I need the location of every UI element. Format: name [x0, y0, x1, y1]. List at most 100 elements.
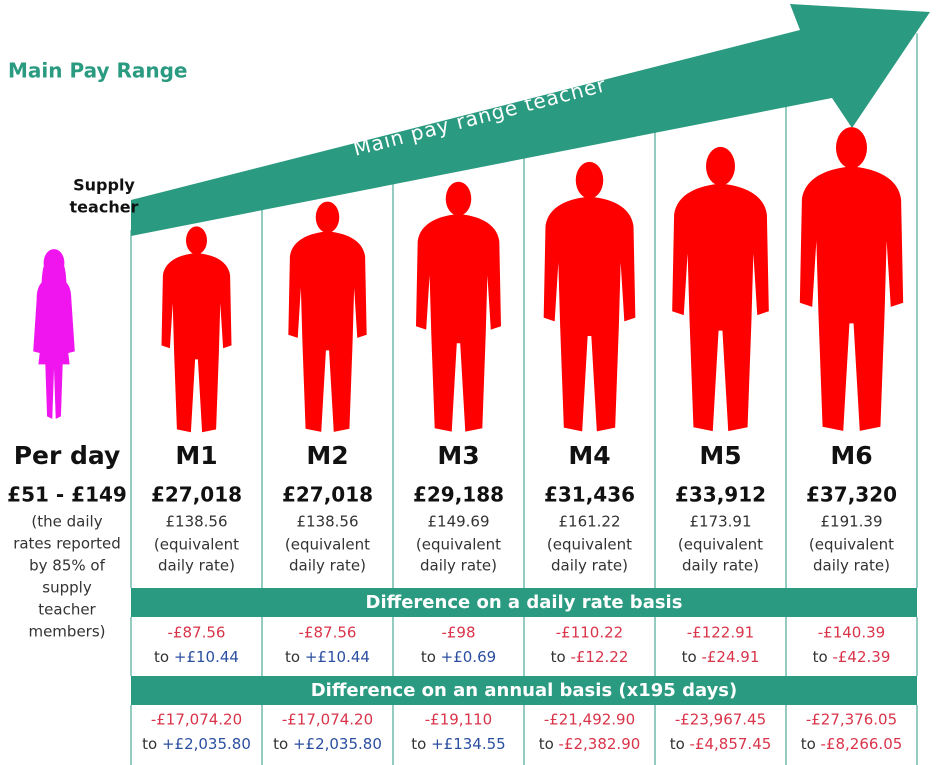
- diff-to-line: to -£4,857.45: [670, 735, 772, 753]
- salary: £27,018: [282, 483, 373, 507]
- daily-rate-note: (equivalent: [809, 536, 894, 554]
- diff-from: -£87.56: [299, 624, 357, 642]
- salary: £37,320: [806, 483, 897, 507]
- salary: £27,018: [151, 483, 242, 507]
- diff-to-line: to +£0.69: [421, 648, 496, 666]
- diff-to-line: to +£2,035.80: [142, 735, 251, 753]
- supply-note: supply: [42, 579, 92, 597]
- diff-to-line: to -£2,382.90: [539, 735, 641, 753]
- grade-label: M4: [568, 441, 610, 470]
- salary: £31,436: [544, 483, 635, 507]
- diff-to-word: to: [285, 648, 300, 666]
- supply-label: Supply: [73, 176, 135, 195]
- daily-rate: £138.56: [165, 513, 227, 531]
- per-day-label: Per day: [14, 441, 121, 470]
- diff-from: -£122.91: [687, 624, 754, 642]
- diff-to: +£0.69: [441, 648, 497, 666]
- title: Main Pay Range: [8, 59, 187, 83]
- diff-from: -£17,074.20: [282, 711, 373, 729]
- grade-label: M2: [306, 441, 348, 470]
- diff-to: +£10.44: [174, 648, 239, 666]
- supply-label: teacher: [70, 198, 139, 217]
- diff-to-line: to +£134.55: [411, 735, 505, 753]
- diff-to: -£24.91: [701, 648, 759, 666]
- grade-label: M1: [175, 441, 217, 470]
- daily-rate-note: daily rate): [813, 557, 890, 575]
- arrow: [131, 4, 930, 236]
- daily-rate-note: daily rate): [420, 557, 497, 575]
- daily-rate-note: daily rate): [682, 557, 759, 575]
- diff-to: +£2,035.80: [162, 735, 251, 753]
- diff-to-word: to: [539, 735, 554, 753]
- daily-rate-note: (equivalent: [285, 536, 370, 554]
- diff-to: -£42.39: [832, 648, 890, 666]
- daily-rate: £191.39: [820, 513, 882, 531]
- diff-to-word: to: [801, 735, 816, 753]
- diff-to: -£4,857.45: [690, 735, 772, 753]
- diff-to-word: to: [551, 648, 566, 666]
- daily-rate-note: daily rate): [158, 557, 235, 575]
- annual-header: Difference on an annual basis (x195 days…: [311, 680, 738, 701]
- diff-to: +£2,035.80: [293, 735, 382, 753]
- diff-to: +£134.55: [431, 735, 506, 753]
- daily-rate-note: (equivalent: [416, 536, 501, 554]
- diff-to-line: to -£12.22: [551, 648, 629, 666]
- diff-from: -£98: [441, 624, 475, 642]
- diff-to-word: to: [154, 648, 169, 666]
- diff-from: -£21,492.90: [544, 711, 635, 729]
- daily-rate-note: daily rate): [289, 557, 366, 575]
- supply-note: by 85% of: [29, 557, 105, 575]
- teacher-silhouette: [672, 146, 769, 432]
- daily-rate: £138.56: [296, 513, 358, 531]
- diff-to-word: to: [813, 648, 828, 666]
- supply-note: members): [28, 623, 105, 641]
- diff-to: -£2,382.90: [559, 735, 641, 753]
- diff-to-word: to: [421, 648, 436, 666]
- diff-to: -£12.22: [570, 648, 628, 666]
- salary: £29,188: [413, 483, 504, 507]
- supply-silhouette: [33, 249, 75, 419]
- teacher-silhouette: [416, 181, 501, 432]
- diff-to-word: to: [670, 735, 685, 753]
- diff-to-line: to +£10.44: [154, 648, 239, 666]
- teacher-silhouette: [543, 161, 636, 432]
- daily-header: Difference on a daily rate basis: [366, 592, 683, 613]
- daily-rate-note: daily rate): [551, 557, 628, 575]
- diff-to-line: to -£24.91: [682, 648, 760, 666]
- diff-to: +£10.44: [305, 648, 370, 666]
- diff-to-line: to -£8,266.05: [801, 735, 903, 753]
- diff-from: -£140.39: [818, 624, 885, 642]
- daily-rate: £173.91: [689, 513, 751, 531]
- salary: £33,912: [675, 483, 766, 507]
- supply-note: teacher: [38, 601, 96, 619]
- grade-label: M5: [699, 441, 741, 470]
- diff-to-line: to -£42.39: [813, 648, 891, 666]
- diff-from: -£110.22: [556, 624, 623, 642]
- diff-from: -£19,110: [425, 711, 492, 729]
- diff-to-word: to: [682, 648, 697, 666]
- diff-to-word: to: [142, 735, 157, 753]
- diff-from: -£23,967.45: [675, 711, 766, 729]
- diff-from: -£17,074.20: [151, 711, 242, 729]
- daily-header-band: [131, 588, 917, 617]
- supply-range: £51 - £149: [7, 483, 127, 507]
- daily-rate-note: (equivalent: [547, 536, 632, 554]
- diff-to-word: to: [411, 735, 426, 753]
- grade-label: M3: [437, 441, 479, 470]
- daily-rate-note: (equivalent: [154, 536, 239, 554]
- supply-note: (the daily: [31, 513, 102, 531]
- grade-label: M6: [830, 441, 872, 470]
- daily-rate-note: (equivalent: [678, 536, 763, 554]
- annual-header-band: [131, 676, 917, 705]
- daily-rate: £161.22: [558, 513, 620, 531]
- supply-note: rates reported: [13, 535, 121, 553]
- teacher-silhouette: [161, 226, 232, 433]
- diff-from: -£27,376.05: [806, 711, 897, 729]
- teacher-silhouette: [288, 201, 367, 432]
- diff-from: -£87.56: [168, 624, 226, 642]
- diff-to-line: to +£2,035.80: [273, 735, 382, 753]
- diff-to-line: to +£10.44: [285, 648, 370, 666]
- diff-to: -£8,266.05: [821, 735, 903, 753]
- diff-to-word: to: [273, 735, 288, 753]
